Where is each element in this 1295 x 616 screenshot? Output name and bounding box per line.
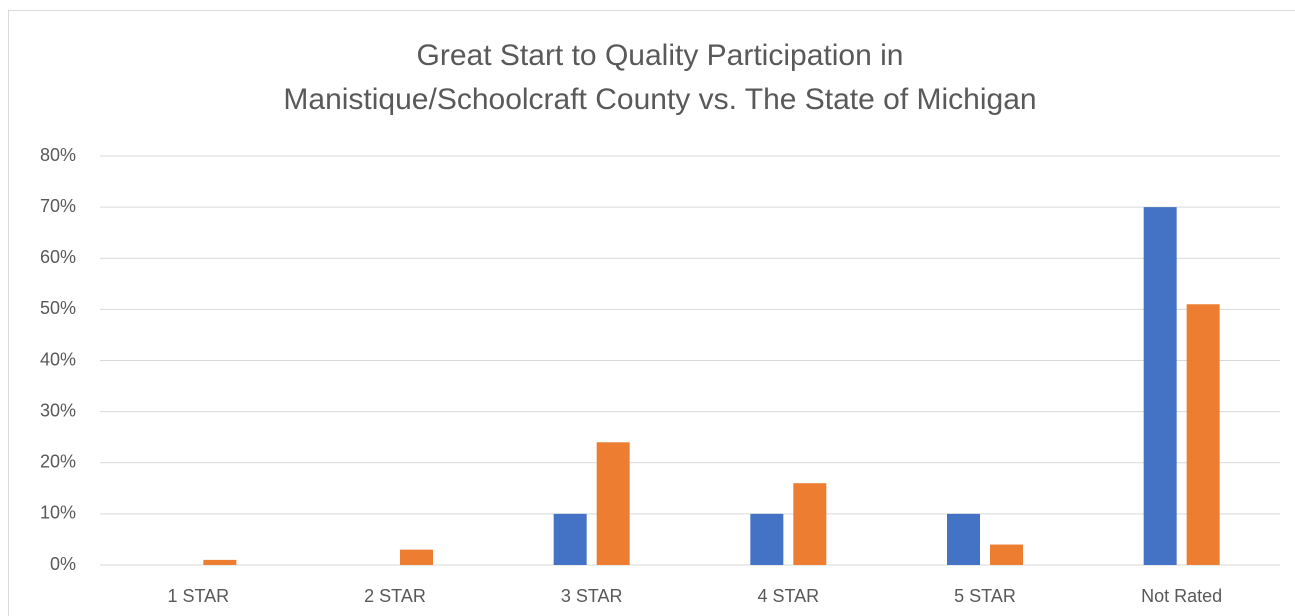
chart-title: Manistique/Schoolcraft County vs. The St… — [283, 83, 1036, 116]
x-tick-label: 2 STAR — [364, 586, 426, 606]
y-tick-label: 60% — [40, 247, 76, 267]
x-tick-label: 5 STAR — [954, 586, 1016, 606]
bar — [1186, 304, 1220, 565]
bar — [793, 483, 827, 565]
bar — [750, 513, 784, 565]
x-tick-label: Not Rated — [1141, 586, 1222, 606]
bar — [553, 513, 587, 565]
bar — [947, 513, 980, 565]
y-tick-label: 0% — [50, 554, 76, 574]
y-tick-label: 20% — [40, 452, 76, 472]
x-tick-label: 1 STAR — [167, 586, 229, 606]
y-tick-label: 50% — [40, 298, 76, 318]
y-tick-label: 40% — [40, 349, 76, 369]
y-tick-label: 30% — [40, 400, 76, 420]
y-tick-label: 10% — [40, 503, 76, 523]
chart-frame — [8, 10, 1295, 616]
bar — [596, 442, 630, 565]
y-tick-label: 70% — [40, 196, 76, 216]
bar — [990, 544, 1023, 565]
bar — [203, 559, 237, 565]
y-tick-label: 80% — [40, 145, 76, 165]
chart-title: Great Start to Quality Participation in — [417, 39, 904, 72]
x-tick-label: 4 STAR — [757, 586, 819, 606]
bar — [1143, 207, 1177, 565]
x-tick-label: 3 STAR — [561, 586, 623, 606]
bar — [400, 549, 433, 565]
